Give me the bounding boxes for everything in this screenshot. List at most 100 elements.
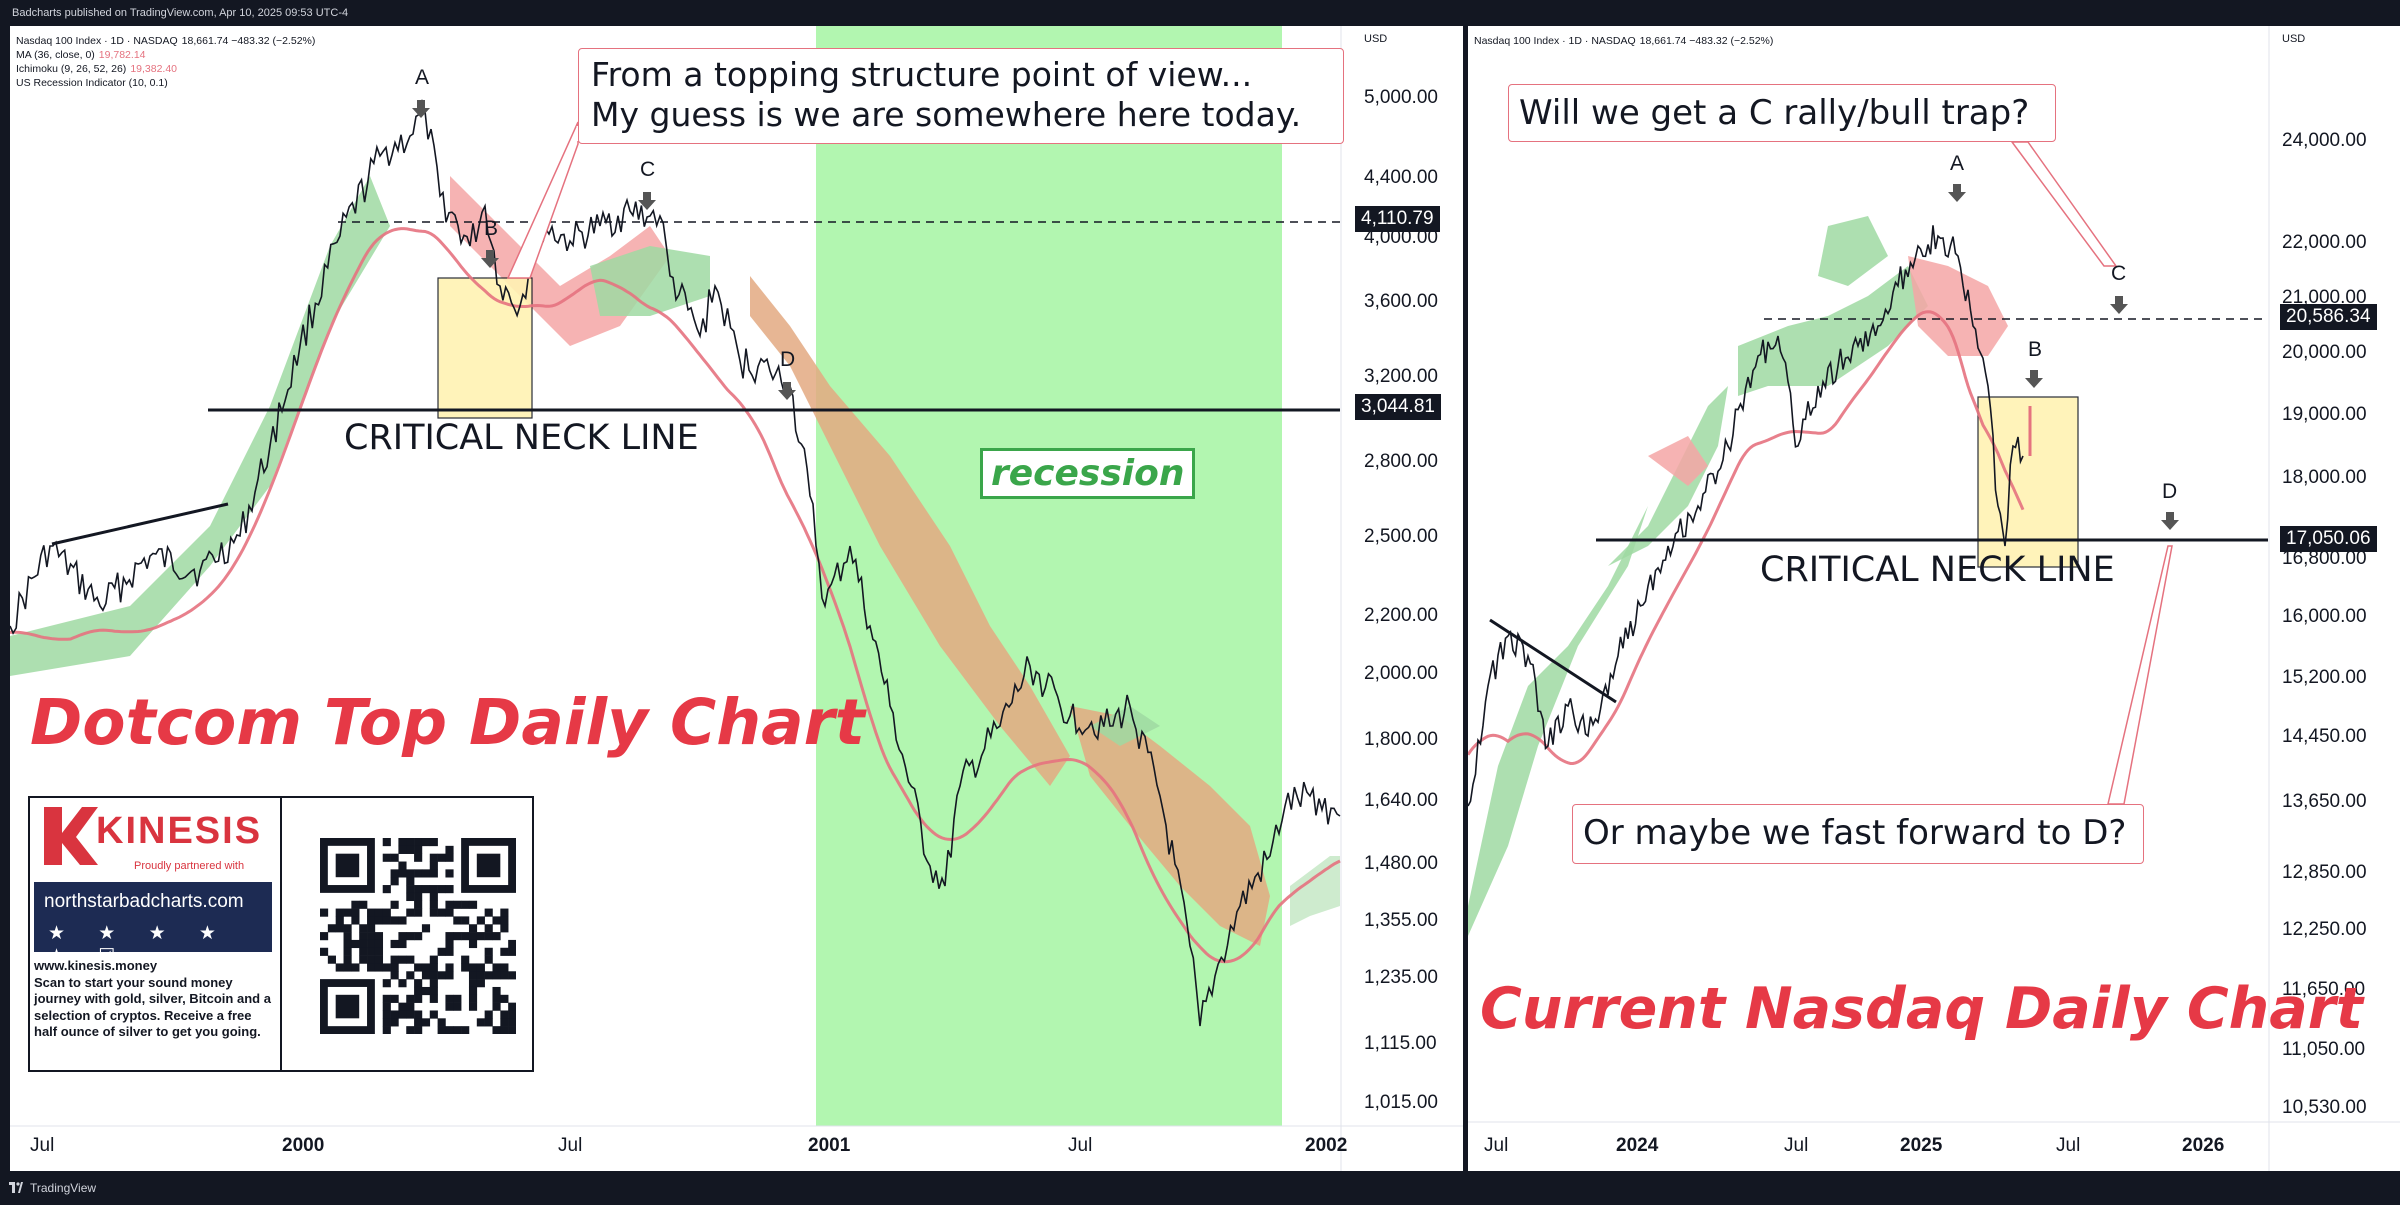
arrow-d-stem xyxy=(2166,512,2174,521)
callout-top-pointer xyxy=(2010,141,2118,267)
x-tick-label: Jul xyxy=(1484,1135,1508,1156)
arrow-a xyxy=(1948,192,1966,202)
y-tick-label: 13,650.00 xyxy=(2282,791,2367,812)
qr-module xyxy=(335,924,344,933)
qr-module xyxy=(429,853,438,862)
arrow-b-stem xyxy=(2030,370,2038,379)
qr-module xyxy=(492,994,501,1003)
qr-module xyxy=(414,869,423,878)
left-legend: Nasdaq 100 Index · 1D · NASDAQ 18,661.74 … xyxy=(16,34,315,90)
qr-module xyxy=(492,986,501,996)
northstar-url[interactable]: northstarbadcharts.com xyxy=(44,891,244,912)
kinesis-text: www.kinesis.money Scan to start your sou… xyxy=(34,958,274,1041)
qr-module xyxy=(320,932,329,941)
point-label-c: C xyxy=(2111,262,2127,285)
kinesis-ad[interactable]: KINESIS Proudly partnered with northstar… xyxy=(28,796,534,1072)
qr-module xyxy=(429,963,438,972)
left-chart-panel[interactable]: 5,000.00 4,400.00 4,000.00 3,600.00 3,200.00… xyxy=(10,26,1463,1171)
northstar-banner[interactable]: northstarbadcharts.com ★ ★ ★ ★ ★ ☑ xyxy=(34,882,272,967)
qr-module xyxy=(414,986,423,996)
qr-module xyxy=(398,955,407,964)
qr-module xyxy=(492,1002,501,1011)
qr-module xyxy=(508,1002,516,1011)
qr-module xyxy=(382,853,391,862)
left-chart-canvas[interactable]: 5,000.00 4,400.00 4,000.00 3,600.00 3,200.00… xyxy=(10,26,1463,1171)
arrow-b xyxy=(2025,378,2043,388)
currency-label: USD xyxy=(2282,33,2305,45)
publisher-line: Badcharts published on TradingView.com, … xyxy=(12,7,349,19)
ichimoku-cloud-4 xyxy=(1070,706,1270,946)
qr-module xyxy=(382,994,391,1003)
legend-row-ma: MA (36, close, 0) 19,782.14 xyxy=(16,49,146,61)
qr-module xyxy=(406,845,415,854)
legend-row-symbol: Nasdaq 100 Index · 1D · NASDAQ 18,661.74 … xyxy=(1474,35,1774,47)
qr-module xyxy=(390,963,399,972)
kinesis-web[interactable]: www.kinesis.money xyxy=(34,958,158,973)
arrow-d xyxy=(778,390,796,400)
y-tick-label: 3,200.00 xyxy=(1364,366,1438,387)
y-tick-label: 11,650.00 xyxy=(2282,979,2365,1000)
qr-module xyxy=(429,1010,438,1019)
qr-module xyxy=(374,916,384,925)
qr-module xyxy=(351,916,360,925)
qr-module xyxy=(476,963,485,972)
qr-module xyxy=(484,932,493,941)
price-line xyxy=(1468,225,2024,807)
qr-module xyxy=(406,908,415,917)
qr-module xyxy=(508,1018,516,1027)
qr-module xyxy=(453,900,462,909)
qr-module xyxy=(367,908,376,917)
qr-module xyxy=(429,955,438,964)
qr-module xyxy=(500,971,509,980)
qr-module xyxy=(429,971,438,980)
qr-module xyxy=(445,853,454,862)
qr-module xyxy=(390,900,399,909)
ma-line xyxy=(1468,310,2025,765)
qr-code-icon[interactable] xyxy=(320,838,516,1034)
arrow-a xyxy=(412,108,430,118)
qr-module xyxy=(492,932,501,941)
recession-label: recession xyxy=(980,448,1196,499)
qr-module xyxy=(445,963,454,972)
right-chart-panel[interactable]: 24,000.00 22,000.00 21,000.00 20,000.00 19,0… xyxy=(1468,26,2400,1171)
qr-module xyxy=(429,908,438,917)
kinesis-ad-left: KINESIS Proudly partnered with northstar… xyxy=(30,798,282,1070)
y-tick-label: 1,355.00 xyxy=(1364,910,1438,931)
qr-module xyxy=(421,869,431,878)
qr-module xyxy=(390,853,399,862)
qr-module xyxy=(398,1002,407,1011)
qr-finder-eye xyxy=(335,853,360,878)
qr-module xyxy=(500,1026,509,1034)
x-tick-label: 2001 xyxy=(808,1135,851,1156)
right-chart-canvas[interactable]: 24,000.00 22,000.00 21,000.00 20,000.00 19,0… xyxy=(1468,26,2400,1171)
x-tick-label: Jul xyxy=(30,1135,54,1156)
qr-module xyxy=(390,1010,399,1019)
qr-module xyxy=(367,939,376,949)
ichimoku-cloud-1 xyxy=(1608,386,1728,566)
y-tick-label: 12,250.00 xyxy=(2282,919,2367,940)
qr-module xyxy=(335,908,344,917)
qr-module xyxy=(414,908,423,917)
price-axis-bg xyxy=(2268,26,2400,1171)
qr-module xyxy=(351,963,360,972)
recession-shading xyxy=(816,26,1282,1126)
qr-module xyxy=(335,916,344,925)
y-tick-label: 3,600.00 xyxy=(1364,291,1438,312)
point-label-d: D xyxy=(780,348,796,371)
qr-module xyxy=(461,932,470,941)
qr-module xyxy=(390,869,399,878)
point-label-b: B xyxy=(484,217,499,240)
x-tick-label: 2024 xyxy=(1616,1135,1659,1156)
qr-module xyxy=(414,900,423,909)
y-tick-label: 11,050.00 xyxy=(2282,1039,2365,1060)
y-tick-label: 1,015.00 xyxy=(1364,1092,1438,1113)
qr-module xyxy=(406,877,415,886)
qr-module xyxy=(476,1018,485,1027)
qr-module xyxy=(390,955,399,964)
qr-module xyxy=(468,971,478,980)
qr-module xyxy=(382,885,391,894)
footer-bar: TradingView xyxy=(0,1171,2400,1205)
qr-module xyxy=(367,947,376,956)
qr-module xyxy=(484,908,493,917)
point-label-d: D xyxy=(2162,480,2178,503)
